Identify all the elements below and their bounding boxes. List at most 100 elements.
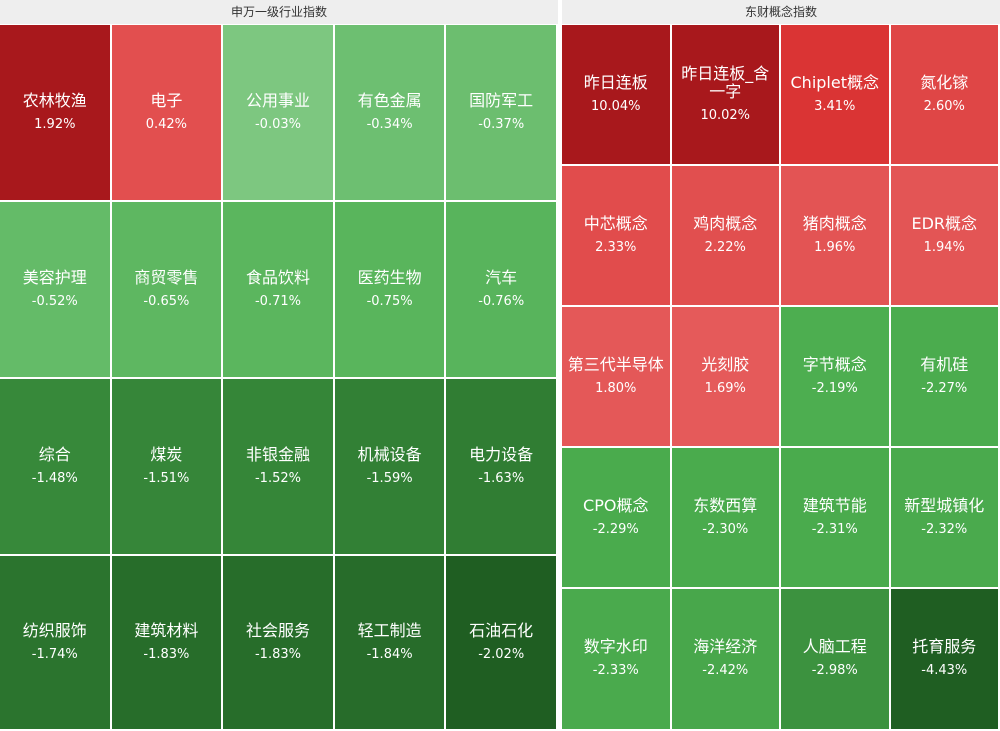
treemap-tile[interactable]: 机械设备 -1.59% [334, 379, 447, 556]
tile-name: 煤炭 [150, 444, 183, 464]
treemap-tile[interactable]: 综合 -1.48% [0, 379, 112, 556]
treemap-tile[interactable]: 国防军工 -0.37% [446, 25, 558, 202]
tile-value: 2.22% [704, 239, 746, 255]
treemap-tile[interactable]: CPO概念 -2.29% [562, 448, 672, 589]
treemap-tile[interactable]: 猪肉概念 1.96% [781, 166, 891, 307]
tile-name: 建筑材料 [134, 620, 199, 640]
tile-name: 数字水印 [583, 637, 648, 656]
tile-name: 新型城镇化 [904, 495, 985, 515]
tile-name: 汽车 [485, 267, 518, 287]
tile-value: -0.75% [366, 293, 413, 309]
treemap-tile[interactable]: 建筑节能 -2.31% [781, 448, 891, 589]
tile-name: 建筑节能 [802, 495, 867, 515]
tile-value: 1.92% [34, 116, 76, 132]
treemap-tile[interactable]: Chiplet概念 3.41% [781, 25, 891, 166]
treemap-tile[interactable]: 医药生物 -0.75% [334, 202, 447, 379]
tile-name: 农林牧渔 [22, 90, 87, 110]
treemap-tile[interactable]: 人脑工程 -2.98% [781, 589, 891, 731]
treemap-tile[interactable]: 托育服务 -4.43% [890, 589, 1000, 731]
treemap-tile[interactable]: 汽车 -0.76% [446, 202, 558, 379]
treemap-tile[interactable]: 字节概念 -2.19% [781, 307, 891, 448]
tile-value: -2.27% [921, 380, 968, 396]
tile-name: 机械设备 [357, 444, 422, 464]
treemap-tile[interactable]: 数字水印 -2.33% [562, 589, 672, 731]
tile-name: 中芯概念 [583, 213, 648, 233]
tile-value: -2.19% [811, 380, 858, 396]
tile-name: 纺织服饰 [22, 620, 87, 640]
tile-value: -2.98% [811, 663, 858, 678]
tile-value: -0.52% [31, 293, 78, 309]
tile-value: -1.74% [31, 646, 78, 662]
tile-value: -2.42% [702, 663, 749, 678]
treemap-tile[interactable]: 中芯概念 2.33% [562, 166, 672, 307]
treemap-tile[interactable]: 电力设备 -1.63% [446, 379, 558, 556]
treemap-tile[interactable]: 第三代半导体 1.80% [562, 307, 672, 448]
tile-value: 0.42% [145, 116, 188, 132]
tile-name: 食品饮料 [245, 267, 310, 287]
tile-name: 氮化镓 [920, 72, 969, 92]
treemap-tile[interactable]: 有色金属 -0.34% [334, 25, 447, 202]
tile-name: 托育服务 [912, 637, 977, 656]
treemap-tile[interactable]: 纺织服饰 -1.74% [0, 556, 112, 731]
tile-value: 2.33% [595, 239, 637, 255]
tile-value: 1.69% [704, 380, 746, 396]
tile-name: 第三代半导体 [567, 354, 664, 374]
treemap-tile[interactable]: 农林牧渔 1.92% [0, 25, 112, 202]
treemap-tile[interactable]: 公用事业 -0.03% [223, 25, 335, 202]
treemap-tile[interactable]: 商贸零售 -0.65% [111, 202, 224, 379]
tile-name: 商贸零售 [134, 267, 199, 287]
treemap-tile[interactable]: 美容护理 -0.52% [0, 202, 112, 379]
tile-value: -1.84% [366, 646, 413, 662]
tile-name: 轻工制造 [357, 620, 422, 640]
treemap-tile[interactable]: 氮化镓 2.60% [890, 25, 1000, 166]
treemap-tile[interactable]: 昨日连板_含一字 10.02% [671, 25, 781, 166]
treemap-tile[interactable]: 昨日连板 10.04% [562, 25, 672, 166]
tile-name: 电子 [150, 90, 183, 110]
treemap-tile[interactable]: 鸡肉概念 2.22% [671, 166, 781, 307]
treemap-tile[interactable]: 电子 0.42% [111, 25, 224, 202]
tile-value: -2.32% [921, 521, 968, 537]
tile-value: 1.96% [814, 239, 856, 255]
concept-index-panel: 东财概念指数 昨日连板 10.04% 昨日连板_含一字 10.02% Chiplet概念… [562, 0, 1000, 731]
tile-value: -1.48% [31, 470, 78, 486]
tile-name: 东数西算 [693, 495, 758, 515]
tile-name: 非银金融 [245, 444, 310, 464]
tile-name: 医药生物 [357, 267, 422, 287]
tile-value: 1.94% [923, 239, 965, 255]
tile-name: 社会服务 [245, 620, 310, 640]
tile-value: -0.71% [254, 293, 301, 309]
tile-value: -1.51% [143, 470, 190, 486]
tile-name: 昨日连板_含一字 [681, 63, 770, 101]
tile-name: 有色金属 [357, 90, 422, 110]
concept-index-title: 东财概念指数 [562, 0, 1000, 24]
concept-treemap: 昨日连板 10.04% 昨日连板_含一字 10.02% Chiplet概念 3.41% 氮化… [562, 25, 1000, 731]
treemap-tile[interactable]: 非银金融 -1.52% [223, 379, 335, 556]
tile-name: CPO概念 [583, 495, 649, 515]
tile-value: -2.29% [592, 521, 639, 537]
treemap-tile[interactable]: 食品饮料 -0.71% [223, 202, 335, 379]
tile-value: 10.04% [590, 98, 641, 114]
treemap-tile[interactable]: 建筑材料 -1.83% [111, 556, 224, 731]
treemap-tile[interactable]: 光刻胶 1.69% [671, 307, 781, 448]
tile-name: 昨日连板 [583, 72, 648, 92]
tile-value: 1.80% [595, 380, 637, 396]
treemap-tile[interactable]: 有机硅 -2.27% [890, 307, 1000, 448]
treemap-tile[interactable]: 社会服务 -1.83% [223, 556, 335, 731]
treemap-tile[interactable]: 煤炭 -1.51% [111, 379, 224, 556]
treemap-tile[interactable]: 东数西算 -2.30% [671, 448, 781, 589]
industry-index-title: 申万一级行业指数 [0, 0, 558, 24]
tile-name: 有机硅 [920, 354, 969, 374]
treemap-tile[interactable]: 海洋经济 -2.42% [671, 589, 781, 731]
tile-value: -0.34% [366, 116, 413, 132]
treemap-tile[interactable]: 石油石化 -2.02% [446, 556, 558, 731]
tile-name: EDR概念 [911, 213, 978, 233]
tile-value: -0.37% [478, 116, 525, 132]
tile-value: -4.43% [921, 663, 968, 678]
tile-name: 光刻胶 [701, 354, 750, 374]
treemap-tile[interactable]: 新型城镇化 -2.32% [890, 448, 1000, 589]
treemap-tile[interactable]: EDR概念 1.94% [890, 166, 1000, 307]
tile-value: -1.63% [478, 470, 525, 486]
tile-name: Chiplet概念 [790, 72, 879, 92]
treemap-tile[interactable]: 轻工制造 -1.84% [334, 556, 447, 731]
industry-index-panel: 申万一级行业指数 农林牧渔 1.92% 电子 0.42% 公用事业 -0.03% 有色金属 -… [0, 0, 558, 731]
